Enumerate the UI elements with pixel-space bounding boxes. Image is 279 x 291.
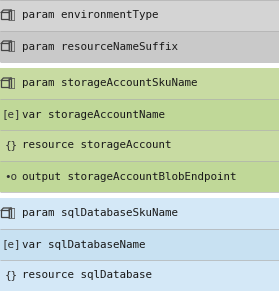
Bar: [0, 31, 279, 62]
Bar: [1, 81, 9, 86]
Bar: [1, 43, 9, 49]
Bar: [0, 99, 279, 130]
Bar: [0, 161, 279, 192]
Text: output storageAccountBlobEndpoint: output storageAccountBlobEndpoint: [22, 171, 237, 182]
Text: var storageAccountName: var storageAccountName: [22, 109, 165, 120]
Text: ⬜: ⬜: [7, 9, 15, 22]
Text: param sqlDatabaseSkuName: param sqlDatabaseSkuName: [22, 208, 178, 219]
Text: param environmentType: param environmentType: [22, 10, 158, 20]
Text: param storageAccountSkuName: param storageAccountSkuName: [22, 79, 198, 88]
Bar: [1, 210, 9, 217]
Text: ⬜: ⬜: [7, 207, 15, 220]
Text: {}: {}: [4, 141, 18, 150]
Text: {}: {}: [4, 271, 18, 281]
Text: ⬜: ⬜: [7, 40, 15, 53]
Bar: [1, 13, 9, 19]
Bar: [0, 229, 279, 260]
Text: resource storageAccount: resource storageAccount: [22, 141, 172, 150]
Bar: [0, 68, 279, 99]
Bar: [0, 198, 279, 229]
Text: ⬜: ⬜: [7, 77, 15, 90]
Text: [e]: [e]: [1, 239, 21, 249]
Bar: [0, 0, 279, 31]
Text: var sqlDatabaseName: var sqlDatabaseName: [22, 239, 146, 249]
Text: param resourceNameSuffix: param resourceNameSuffix: [22, 42, 178, 52]
Text: [e]: [e]: [1, 109, 21, 120]
Bar: [0, 130, 279, 161]
Text: resource sqlDatabase: resource sqlDatabase: [22, 271, 152, 281]
Bar: [0, 260, 279, 291]
Text: •o: •o: [4, 171, 18, 182]
